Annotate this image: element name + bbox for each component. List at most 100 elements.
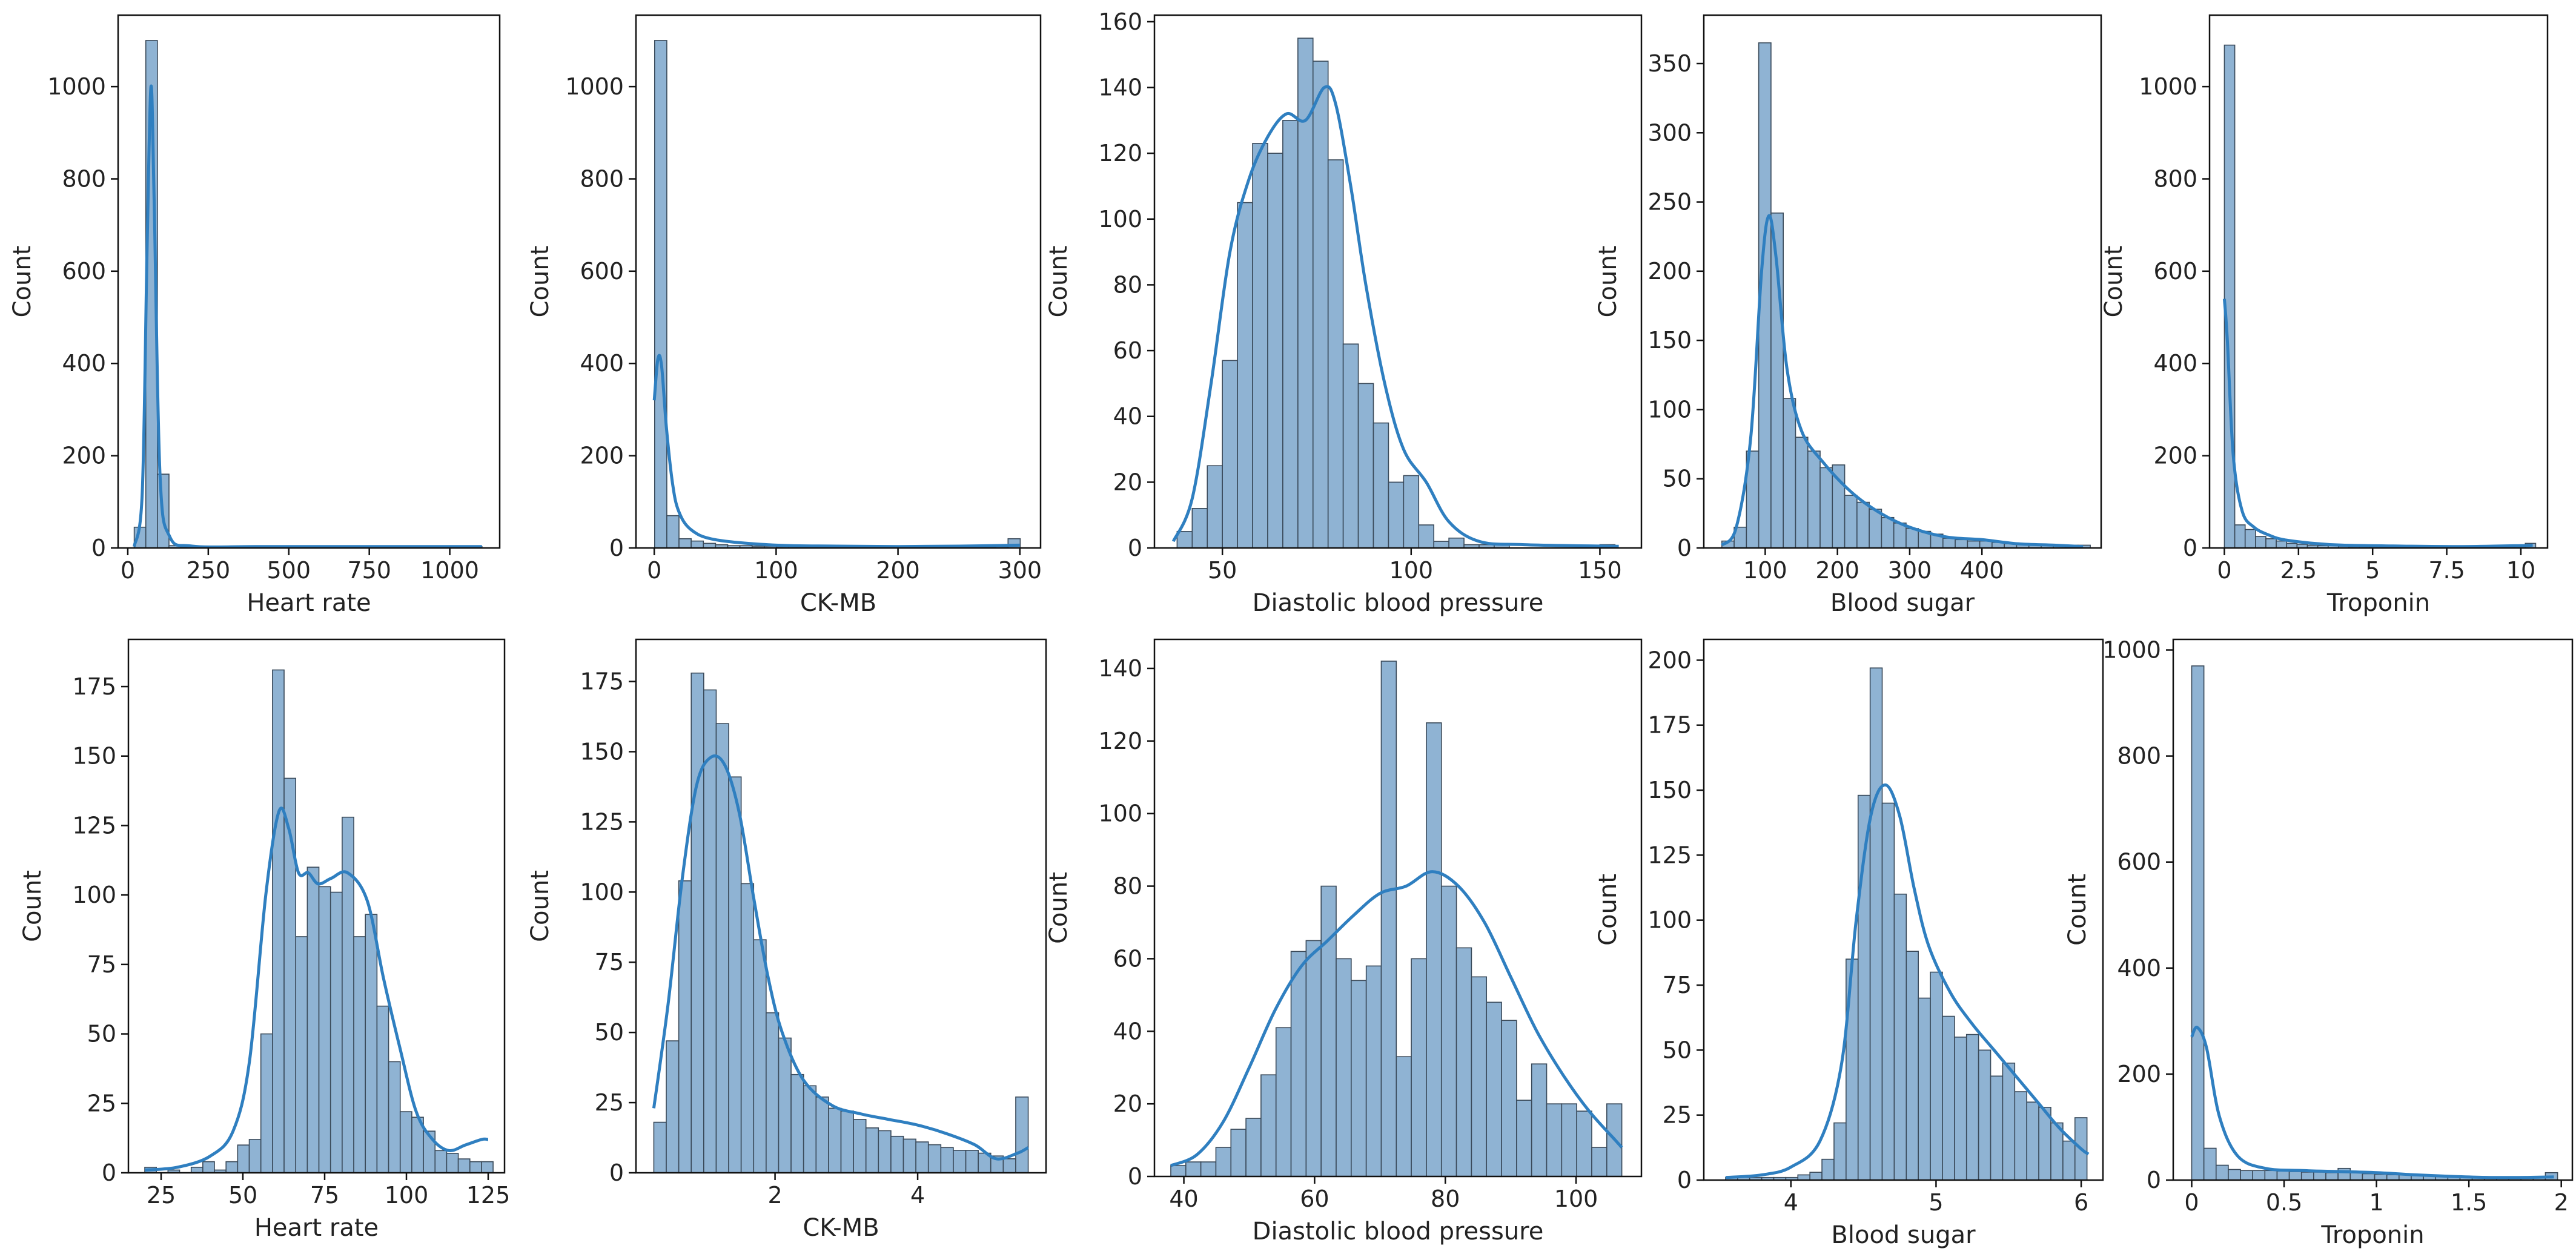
y-tick-label: 200	[2117, 1061, 2161, 1087]
histogram-bar	[1906, 528, 1919, 548]
histogram-bar	[965, 1150, 979, 1173]
y-tick-label: 40	[1113, 1018, 1142, 1044]
x-tick-label: 4	[910, 1182, 925, 1209]
x-tick-label: 750	[347, 557, 391, 584]
histogram-bar	[666, 515, 680, 548]
kde-line	[1170, 870, 1623, 1167]
histogram-bar	[1312, 61, 1329, 548]
x-tick-label: 300	[1888, 557, 1932, 584]
histogram-bar	[446, 1153, 459, 1173]
x-tick-label: 25	[147, 1182, 176, 1209]
histogram-bar	[1336, 958, 1352, 1176]
histogram-bar	[2325, 1172, 2339, 1180]
histogram-bar	[740, 883, 755, 1173]
histogram-panel-9: 4 5 6 0 25 50 75 100 125 150 175 200 Blood sugar Coun…	[1594, 638, 2104, 1249]
histogram-panel-4: 100 200 300 400 0 50 100 150 200 250 300 350 Blood s…	[1594, 14, 2102, 617]
histogram-bar	[1591, 1147, 1608, 1176]
kde-line	[1725, 783, 2090, 1179]
y-tick-label: 175	[72, 673, 116, 700]
histogram-bar	[728, 776, 742, 1173]
histogram-bar	[1797, 1174, 1810, 1180]
histogram-bar	[2362, 1173, 2376, 1180]
histogram-bar	[353, 936, 366, 1173]
y-tick-label: 0	[1128, 1163, 1142, 1190]
y-tick-label: 0	[1677, 535, 1692, 561]
histogram-bar	[2255, 536, 2266, 548]
histogram-bar	[365, 914, 378, 1173]
histogram-bar	[690, 672, 704, 1173]
x-tick-label: 200	[876, 557, 920, 584]
histogram-bar	[1783, 398, 1796, 548]
histogram-bar	[295, 936, 308, 1173]
histogram-bar	[376, 1005, 389, 1173]
y-tick-label: 800	[62, 165, 106, 192]
x-tick-label: 7.5	[2428, 557, 2465, 584]
histogram-bar	[1516, 1100, 1532, 1176]
histogram-bar	[2276, 540, 2288, 548]
y-tick-label: 150	[580, 738, 624, 765]
x-axis-label: Heart rate	[254, 1214, 379, 1242]
x-tick-label: 300	[998, 557, 1042, 584]
histogram-bar	[1002, 1158, 1016, 1173]
axes-frame	[1703, 14, 2102, 549]
y-tick-label: 125	[72, 812, 116, 839]
x-axis-label: Diastolic blood pressure	[1253, 1218, 1544, 1245]
histogram-panel-5: 0 2.5 5 7.5 10 0 200 400 600 800 1000 Troponin Count	[2100, 14, 2549, 617]
histogram-bar	[399, 1111, 412, 1173]
y-tick-label: 400	[2153, 350, 2197, 377]
y-tick-label: 1000	[2102, 637, 2161, 664]
histogram-bar	[1455, 947, 1472, 1176]
x-tick-label: 1	[2369, 1189, 2384, 1216]
x-tick-label: 0	[121, 557, 135, 584]
histogram-bar	[1305, 940, 1322, 1176]
y-tick-label: 80	[1113, 271, 1142, 298]
x-tick-label: 5	[1929, 1189, 1943, 1216]
histogram-bar	[953, 1150, 967, 1173]
y-axis-label: Count	[2100, 246, 2128, 318]
histogram-bar	[1207, 465, 1223, 548]
histogram-bar	[927, 1144, 942, 1173]
histogram-bar	[469, 1161, 482, 1173]
axes-frame	[1153, 14, 1643, 549]
histogram-bar	[654, 40, 667, 548]
plot-area	[2222, 44, 2537, 548]
x-tick-label: 100	[385, 1182, 429, 1209]
x-tick-label: 80	[1431, 1186, 1460, 1212]
histogram-bar	[1965, 1034, 1979, 1180]
histogram-bar	[828, 1107, 842, 1173]
x-tick-label: 150	[1578, 557, 1622, 584]
histogram-bar	[1245, 1118, 1262, 1176]
histogram-bar	[753, 939, 767, 1173]
y-tick-label: 200	[1647, 258, 1692, 285]
y-tick-label: 250	[1647, 189, 1692, 216]
y-tick-label: 50	[1663, 466, 1692, 492]
histogram-bar	[902, 1138, 916, 1173]
histogram-bar	[653, 1121, 667, 1173]
plot-area	[652, 40, 1021, 548]
histogram-bar	[1795, 437, 1809, 548]
x-tick-label: 1.5	[2451, 1189, 2487, 1216]
x-tick-label: 100	[1743, 557, 1787, 584]
axes-frame	[635, 638, 1047, 1174]
x-tick-label: 75	[310, 1182, 339, 1209]
histogram-bar	[1396, 1056, 1412, 1176]
y-tick-label: 25	[87, 1090, 116, 1117]
axes-frame	[1703, 638, 2104, 1181]
histogram-bar	[1881, 802, 1895, 1180]
y-tick-label: 120	[1098, 728, 1142, 754]
histogram-panel-3: 50 100 150 0 20 40 60 80 100 120 140 160 Diastolic b…	[1045, 9, 1643, 617]
x-axis-label: Troponin	[2326, 589, 2430, 617]
histogram-bar	[1411, 958, 1427, 1176]
histogram-bar	[1486, 1001, 1502, 1176]
histogram-bar	[272, 669, 285, 1173]
histogram-bar	[481, 1161, 494, 1173]
histogram-bar	[715, 723, 729, 1173]
x-tick-label: 5	[2365, 557, 2380, 584]
histogram-bar	[1237, 202, 1253, 548]
histogram-bar	[1833, 1122, 1847, 1180]
axes-frame	[2172, 638, 2574, 1181]
histogram-bar	[1380, 661, 1397, 1176]
histogram-bar	[1290, 951, 1307, 1176]
histogram-bar	[1809, 1172, 1823, 1180]
kde-line	[652, 754, 1029, 1161]
